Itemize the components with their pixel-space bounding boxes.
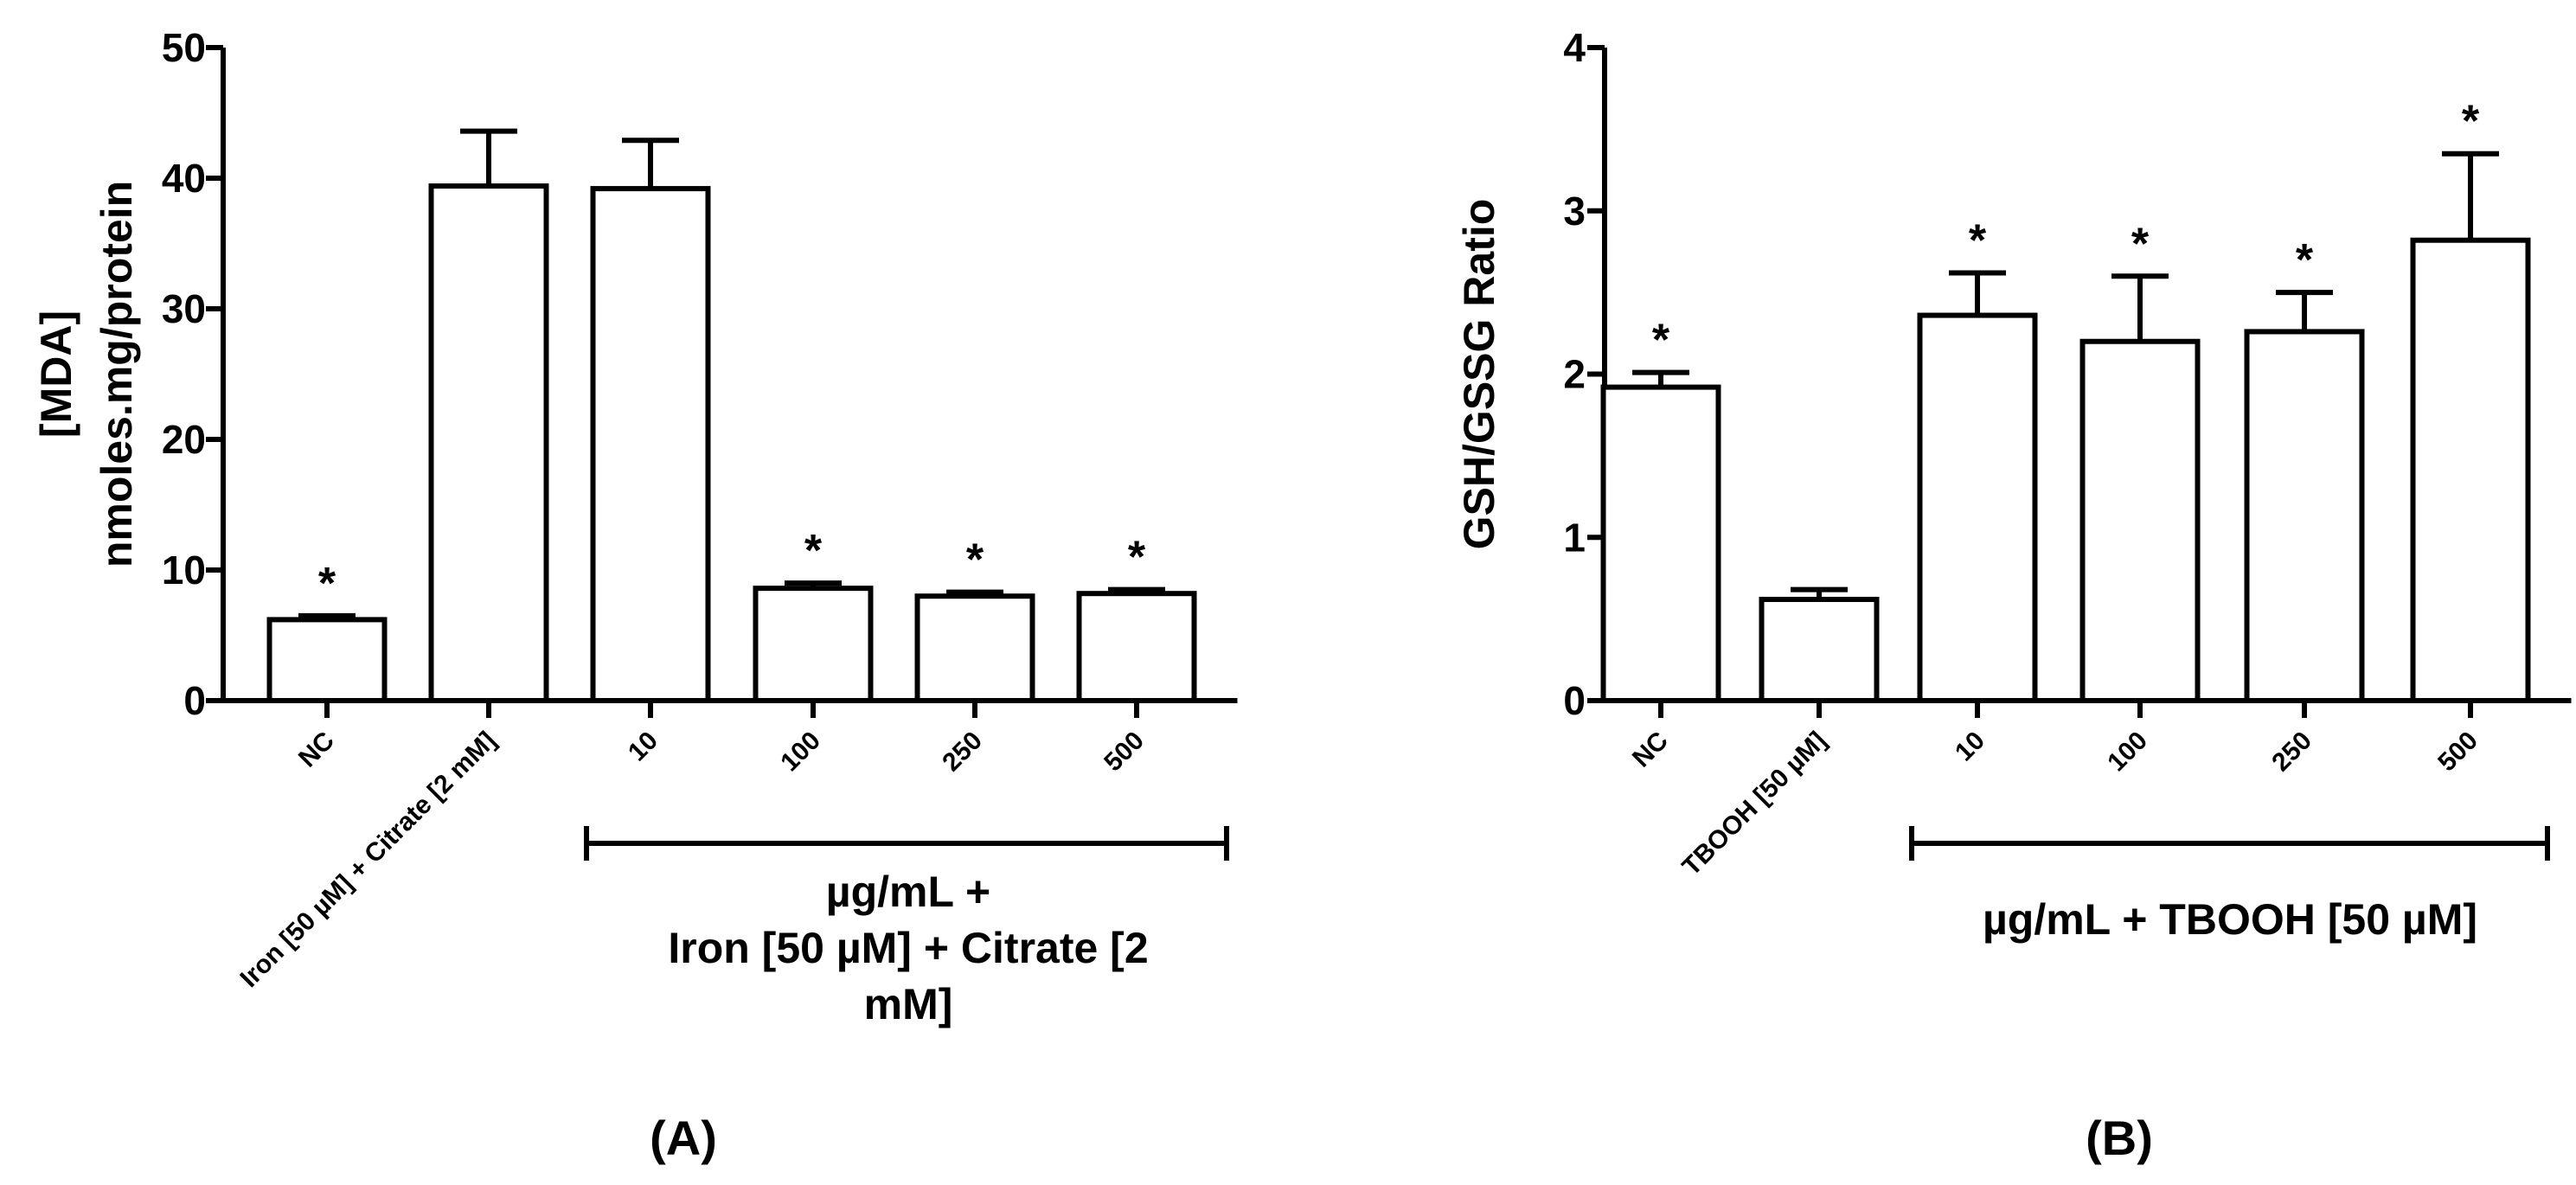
significance-marker: * — [318, 559, 336, 609]
y-tick-label: 3 — [1563, 189, 1586, 234]
x-category-label: NC — [1627, 727, 1674, 773]
significance-marker: * — [804, 526, 823, 576]
bar — [2079, 338, 2201, 703]
x-category-label: 100 — [775, 727, 826, 778]
panel-label: (B) — [2086, 1111, 2153, 1165]
y-axis-label: [MDA] — [32, 311, 80, 438]
y-tick-label: 20 — [162, 417, 206, 462]
x-category-label: 500 — [2432, 727, 2483, 778]
bar — [2244, 329, 2365, 703]
y-axis-label: GSH/GSSG Ratio — [1455, 199, 1503, 550]
bar — [753, 586, 874, 704]
x-category-label: NC — [293, 727, 340, 773]
bar — [1076, 591, 1197, 703]
y-tick-label: 0 — [183, 678, 206, 723]
y-tick-label: 10 — [162, 548, 206, 592]
significance-marker: * — [1128, 533, 1146, 583]
bar — [1917, 312, 2038, 703]
bar — [590, 186, 711, 703]
y-tick-label: 1 — [1563, 515, 1586, 560]
group-label: mM] — [864, 980, 953, 1028]
significance-marker: * — [2131, 219, 2150, 269]
x-category-label: 10 — [623, 727, 663, 767]
significance-marker: * — [2462, 97, 2480, 147]
y-axis-label: nmoles.mg/protein — [93, 181, 141, 567]
x-category-label: 250 — [937, 727, 988, 778]
y-tick-label: 50 — [162, 25, 206, 70]
bar — [266, 617, 388, 704]
x-category-label: 10 — [1950, 727, 1990, 767]
significance-marker: * — [2296, 235, 2314, 285]
panel-label: (A) — [650, 1111, 717, 1165]
significance-marker: * — [1969, 215, 1987, 266]
y-tick-label: 2 — [1563, 352, 1586, 397]
bar — [1759, 596, 1880, 703]
bar — [1600, 384, 1721, 703]
group-label: µg/mL + — [826, 868, 990, 916]
x-category-label: 100 — [2102, 727, 2153, 778]
group-label: Iron [50 µM] + Citrate [2 — [668, 924, 1148, 972]
bar — [428, 183, 549, 703]
y-tick-label: 30 — [162, 286, 206, 331]
y-tick-label: 40 — [162, 156, 206, 201]
y-tick-label: 4 — [1563, 25, 1586, 70]
y-tick-label: 0 — [1563, 678, 1586, 723]
x-category-label: Iron [50 µM] + Citrate [2 mM] — [235, 727, 502, 993]
bar — [914, 593, 1035, 704]
x-category-label: 250 — [2266, 727, 2317, 778]
bar — [2410, 237, 2531, 704]
chart-panel-2: 0 1 2 3 4 GSH/GSSG Ratio * NC TBOOH [50 µM] * 10 * 1… — [1455, 25, 2572, 1165]
significance-marker: * — [966, 535, 984, 586]
significance-marker: * — [1652, 316, 1670, 366]
group-label: µg/mL + TBOOH [50 µM] — [1983, 895, 2477, 944]
x-category-label: TBOOH [50 µM] — [1677, 727, 1832, 881]
x-category-label: 500 — [1099, 727, 1150, 778]
